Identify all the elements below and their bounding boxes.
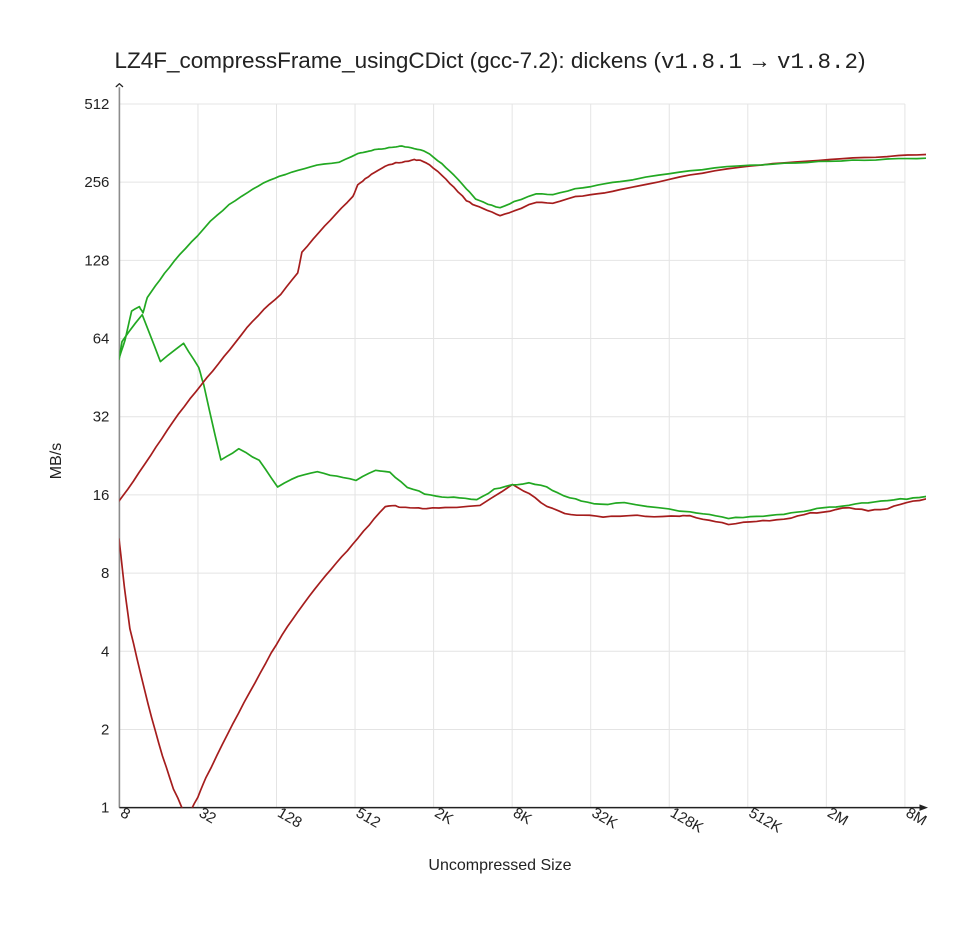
svg-text:MB/s: MB/s — [48, 443, 65, 479]
svg-text:1: 1 — [101, 800, 109, 817]
svg-text:512: 512 — [84, 96, 109, 113]
svg-text:256: 256 — [84, 174, 109, 191]
svg-text:Uncompressed Size: Uncompressed Size — [428, 857, 571, 874]
svg-text:32: 32 — [93, 409, 110, 426]
svg-text:LZ4F_compressFrame_usingCDict: LZ4F_compressFrame_usingCDict (gcc-7.2):… — [115, 48, 866, 75]
svg-text:8: 8 — [101, 565, 109, 582]
svg-text:2: 2 — [101, 721, 109, 738]
svg-text:16: 16 — [93, 487, 110, 504]
svg-text:4: 4 — [101, 643, 109, 660]
svg-text:128: 128 — [84, 252, 109, 269]
svg-text:64: 64 — [93, 331, 110, 348]
